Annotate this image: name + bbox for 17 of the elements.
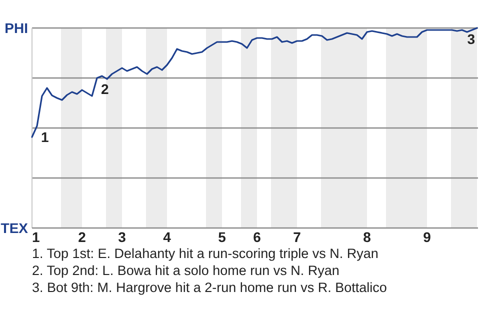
- text: 2. Top 2nd: L. Bowa hit a solo home run vs N. Ryan: [32, 263, 340, 278]
- x-tick-label: 9: [423, 229, 432, 245]
- x-tick-label: 5: [218, 229, 226, 245]
- text: 3. Bot 9th: M. Hargrove hit a 2-run home run vs R. Bottalico: [32, 280, 387, 295]
- text: PHI: [4, 20, 28, 36]
- x-tick-label: 8: [363, 229, 372, 245]
- x-tick-label: 4: [163, 229, 172, 245]
- text: TEX: [0, 220, 29, 236]
- annotation: 1: [41, 128, 49, 145]
- x-tick-label: 7: [293, 229, 302, 245]
- x-tick-label: 6: [253, 229, 262, 245]
- annotation: 2: [101, 80, 109, 97]
- x-tick-label: 3: [118, 229, 126, 245]
- x-tick-label: 1: [32, 229, 40, 245]
- x-tick-label: 2: [78, 229, 86, 245]
- text: 1. Top 1st: E. Delahanty hit a run-scoring triple vs N. Ryan: [32, 246, 378, 261]
- annotation: 3: [467, 30, 476, 47]
